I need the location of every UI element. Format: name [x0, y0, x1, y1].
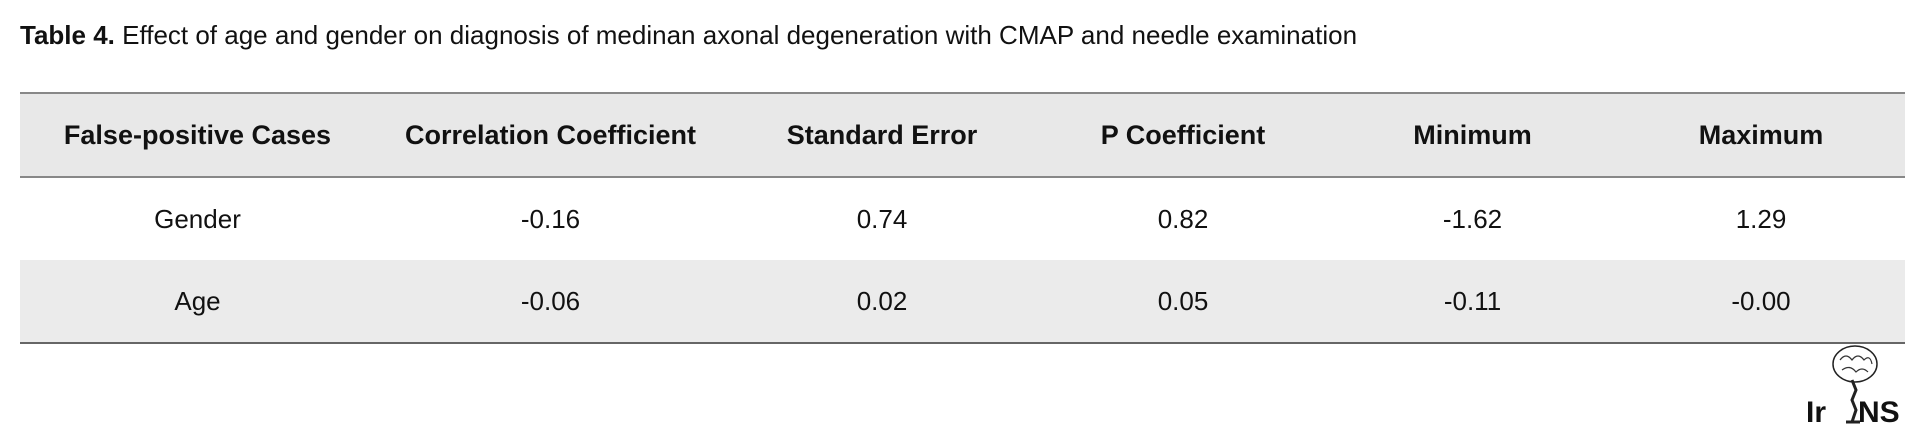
cell: -1.62: [1442, 203, 1503, 234]
table-title: Table 4. Effect of age and gender on dia…: [20, 20, 1357, 51]
table-caption: Effect of age and gender on diagnosis of…: [122, 20, 1358, 50]
data-table: False-positive Cases Correlation Coeffici…: [20, 92, 1905, 344]
column-header: Minimum: [1413, 119, 1532, 150]
header-row: False-positive Cases Correlation Coeffici…: [20, 93, 1905, 177]
table-label: Table 4.: [20, 20, 115, 50]
column-header: Standard Error: [786, 119, 978, 150]
table-row: Gender -0.16 0.74 0.82 -1.62 1.29: [20, 177, 1905, 260]
logo-right: NS: [1858, 396, 1900, 429]
cell: -0.06: [520, 285, 581, 316]
logo-brain-folds: [1839, 355, 1873, 373]
cell: 0.02: [856, 285, 908, 316]
logo-brain: [1832, 345, 1878, 383]
row-label: Age: [174, 285, 221, 316]
column-header: False-positive Cases: [63, 119, 332, 150]
cell: -0.11: [1443, 285, 1502, 316]
row-label: Gender: [154, 203, 241, 234]
column-header: P Coefficient: [1100, 119, 1266, 150]
column-header: Correlation Coefficient: [404, 119, 697, 150]
cell: 1.29: [1735, 203, 1787, 234]
journal-logo: Ir NS: [1806, 345, 1900, 429]
column-header: Maximum: [1698, 119, 1824, 150]
logo-left: Ir: [1806, 396, 1826, 429]
table-body: Gender -0.16 0.74 0.82 -1.62 1.29 Age -0.06 0.02…: [20, 177, 1905, 343]
cell: 0.82: [1157, 203, 1209, 234]
cell: -0.00: [1731, 285, 1791, 316]
cell: -0.16: [520, 203, 581, 234]
logo-spine: [1846, 379, 1860, 424]
cell: 0.05: [1157, 285, 1209, 316]
table-row: Age -0.06 0.02 0.05 -0.11 -0.00: [20, 260, 1905, 343]
cell: 0.74: [856, 203, 908, 234]
